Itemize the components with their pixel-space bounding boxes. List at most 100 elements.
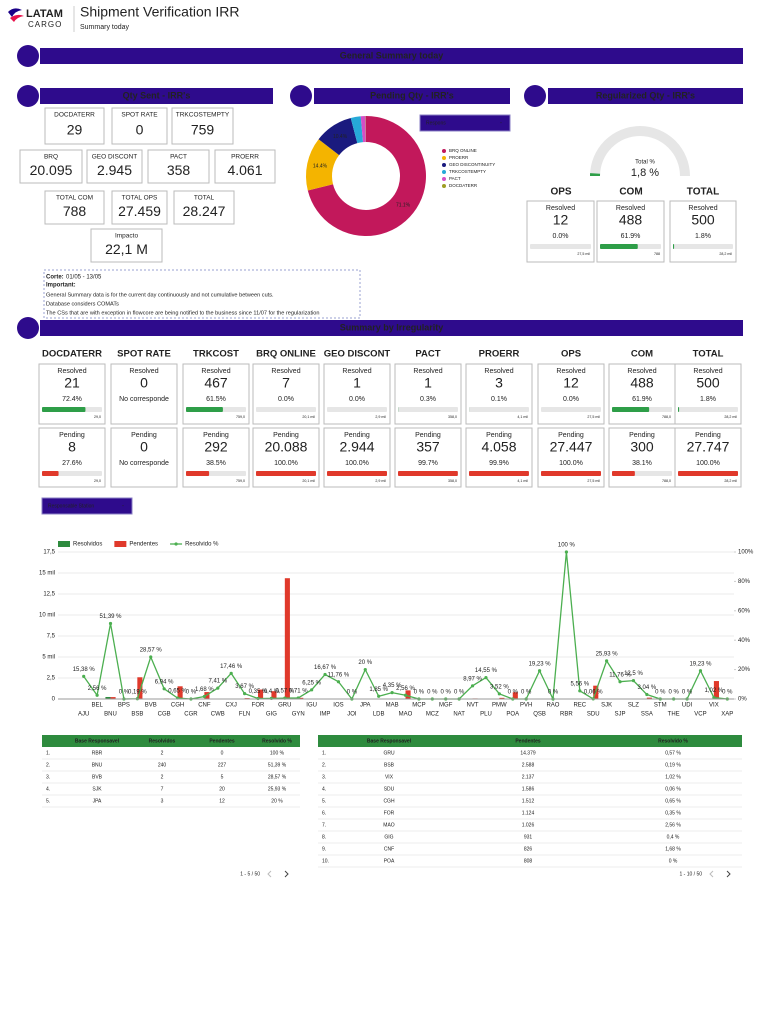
next-page[interactable] [726, 870, 731, 878]
kpi-label: PROERR [231, 154, 259, 161]
pct-label: 99.7% [418, 460, 438, 467]
point-label: 3,67 % [235, 684, 254, 690]
y-tick-label: 0 [52, 697, 56, 703]
table-cell: 2. [46, 762, 50, 768]
x-tick-label: CGR [184, 712, 198, 718]
point-label: 0,71 % [289, 689, 308, 695]
dropdown[interactable] [41, 497, 133, 515]
progress-bar [327, 471, 387, 476]
slice-label: 71.1% [396, 202, 411, 208]
table-cell: POA [384, 858, 395, 864]
table-header-label: Base Responsavel [367, 738, 412, 744]
x-tick-label: VIX [709, 703, 719, 709]
prev-page[interactable] [709, 870, 714, 878]
next-page[interactable] [284, 870, 289, 878]
table-cell: 1. [322, 750, 326, 756]
stat-card [38, 363, 106, 425]
column-title: COM [619, 187, 642, 198]
slice-label: 10.4% [333, 134, 348, 140]
bar [298, 697, 304, 699]
progress-track [256, 407, 316, 412]
section-banner [314, 88, 510, 104]
bar-total: 759,0 [236, 415, 245, 419]
table-cell: 0,06 % [665, 786, 681, 792]
dropdown[interactable] [419, 114, 511, 132]
status-label: Resolved [556, 368, 585, 375]
point-label: 0 % [347, 690, 358, 696]
status-label: Pending [203, 432, 229, 439]
dropdown-value: - [500, 121, 502, 127]
stat-value: 0 [140, 375, 148, 391]
progress-bar [42, 471, 59, 476]
x-tick-label: GYN [292, 712, 305, 718]
line-point [162, 687, 166, 691]
dropdown-value: - [122, 504, 124, 510]
dropdown-label: Responsable Station [48, 503, 94, 509]
x-tick-label: REC [573, 703, 586, 709]
x-tick-label: XAP [721, 712, 733, 718]
x-tick-label: GIG [266, 712, 277, 718]
stat-card [608, 427, 676, 488]
x-tick-label: CGB [158, 712, 171, 718]
point-label: 0,19 % [128, 689, 147, 695]
legend-label: DOCDATERR [449, 183, 478, 188]
column-title: OPS [561, 349, 581, 360]
kpi-card [111, 190, 168, 225]
point-label: 0 % [414, 690, 425, 696]
point-label: 0,4 % [264, 689, 280, 695]
legend-dot [442, 177, 446, 181]
stat-value: 488 [619, 212, 643, 228]
section-banner [40, 320, 743, 336]
bar [177, 686, 183, 699]
line-point [202, 694, 206, 699]
table-cell: 2 [161, 750, 164, 756]
bar-total: 358,0 [448, 479, 457, 483]
stat-card [608, 363, 676, 425]
line-point [484, 676, 488, 680]
legend-swatch [114, 541, 127, 547]
progress-track [678, 407, 738, 412]
y-tick-label: 2,5 [47, 676, 56, 682]
table-cell: 4. [46, 786, 50, 792]
x-tick-label: CWB [211, 712, 225, 718]
legend-label: PROERR [449, 155, 469, 160]
x-tick-label: CNF [198, 703, 211, 709]
progress-bar [186, 407, 223, 412]
column-title: BRQ ONLINE [256, 349, 316, 360]
kpi-card [86, 149, 143, 184]
section-title: Summary by Irregularity [340, 322, 444, 332]
table-cell: 100 % [270, 750, 285, 756]
point-label: 0 % [454, 690, 465, 696]
x-tick-label: SDU [587, 712, 600, 718]
table-cell: 3 [161, 798, 164, 804]
point-label: 0,65 % [168, 689, 187, 695]
kpi-card [147, 149, 210, 184]
kpi-value: 2.945 [97, 162, 132, 178]
table-cell: GIG [384, 834, 393, 840]
section-banner [40, 88, 273, 104]
point-label: 19,23 % [529, 661, 552, 667]
stat-value: 12 [563, 375, 579, 391]
table-cell: CGH [383, 798, 395, 804]
table-cell: 2.137 [522, 774, 535, 780]
x-tick-label: FOR [252, 703, 265, 709]
line-point [229, 671, 233, 675]
kpi-value: 358 [167, 162, 191, 178]
x-tick-label: MAO [399, 712, 413, 718]
progress-track [541, 407, 601, 412]
progress-bar [186, 471, 210, 476]
table-cell: SDU [384, 786, 395, 792]
note-line: The CSs that are with exception in flowc… [46, 310, 320, 316]
line-point [564, 550, 568, 554]
y2-tick-label: 80% [738, 579, 751, 585]
prev-page[interactable] [267, 870, 272, 878]
status-label: Pending [695, 432, 721, 439]
pct-label: 1.8% [700, 396, 716, 403]
progress-bar [398, 471, 458, 476]
gauge-track [590, 126, 690, 176]
progress-track [398, 407, 458, 412]
table-cell: 7 [161, 786, 164, 792]
x-tick-label: PLU [480, 712, 492, 718]
section-dot [17, 317, 39, 339]
